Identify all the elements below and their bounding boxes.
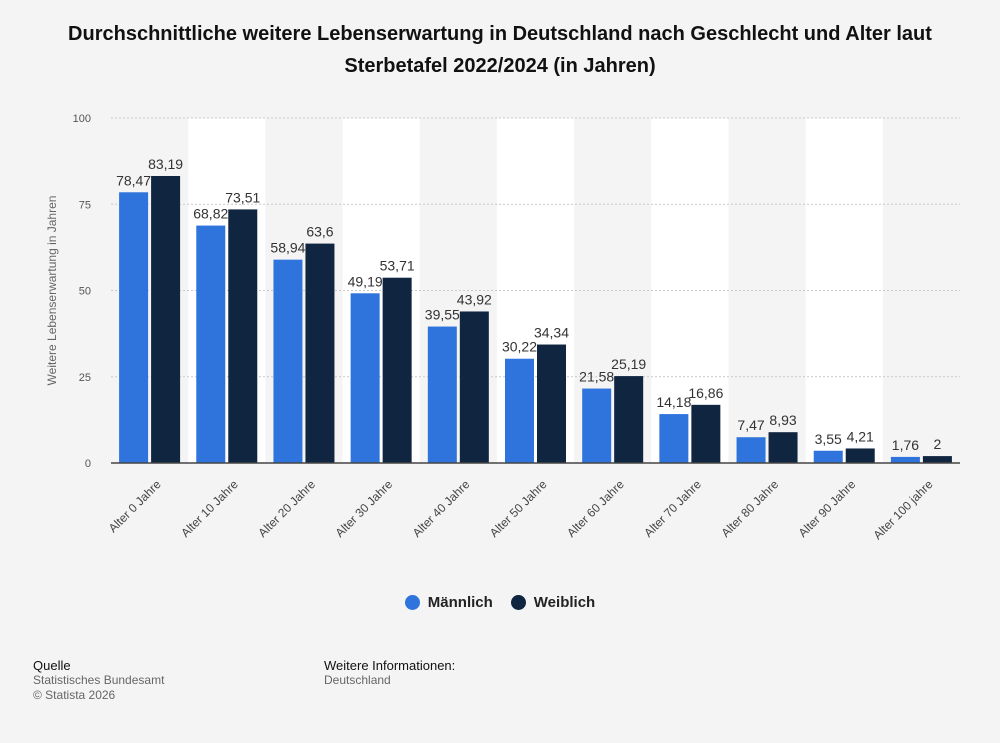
- bar-male: [350, 293, 380, 463]
- data-label-female: 34,34: [534, 325, 569, 341]
- bar-female: [228, 209, 258, 463]
- data-label-male: 21,58: [579, 369, 614, 385]
- y-tick-label: 100: [73, 113, 91, 125]
- y-tick-label: 75: [79, 199, 91, 211]
- source-line: Statistisches Bundesamt: [33, 673, 165, 687]
- x-tick-label: Alter 0 Jahre: [106, 477, 164, 535]
- bar-female: [614, 376, 644, 463]
- data-label-female: 16,86: [688, 385, 723, 401]
- x-tick-label: Alter 40 Jahre: [410, 477, 473, 540]
- data-label-male: 7,47: [737, 417, 764, 433]
- x-tick-label: Alter 20 Jahre: [255, 477, 318, 540]
- bar-male: [582, 388, 612, 463]
- bar-female: [382, 277, 412, 463]
- x-tick-label: Alter 60 Jahre: [564, 477, 627, 540]
- y-axis-title: Weitere Lebenserwartung in Jahren: [45, 196, 59, 386]
- legend: Männlich Weiblich: [0, 594, 1000, 611]
- bar-male: [813, 450, 843, 463]
- y-tick-label: 25: [79, 372, 91, 384]
- data-label-female: 25,19: [611, 356, 646, 372]
- legend-label-male: Männlich: [427, 594, 493, 611]
- x-tick-label: Alter 80 Jahre: [718, 477, 781, 540]
- bar-male: [659, 414, 689, 463]
- bar-male: [890, 456, 920, 463]
- bar-female: [459, 311, 489, 463]
- x-tick-label: Alter 70 Jahre: [641, 477, 704, 540]
- bar-female: [537, 344, 566, 463]
- data-label-male: 3,55: [815, 431, 842, 447]
- legend-item-female[interactable]: Weiblich: [510, 594, 596, 611]
- bar-chart: 0 25 50 75 100 Weitere Lebenserwartung in Jah…: [45, 113, 960, 542]
- bar-female: [768, 432, 798, 463]
- data-label-female: 2: [934, 436, 942, 452]
- source-heading: Quelle: [33, 658, 71, 673]
- data-label-male: 58,94: [270, 240, 305, 256]
- x-tick-label: Alter 30 Jahre: [333, 477, 396, 540]
- data-label-male: 14,18: [656, 394, 691, 410]
- data-label-male: 78,47: [116, 172, 151, 188]
- chart-title: Durchschnittliche weitere Lebenserwartun…: [68, 23, 932, 77]
- data-label-male: 1,76: [892, 437, 919, 453]
- bar-male: [427, 326, 457, 463]
- data-label-male: 49,19: [348, 273, 383, 289]
- y-tick-label: 0: [85, 458, 91, 470]
- bar-male: [196, 225, 226, 463]
- data-label-male: 30,22: [502, 339, 537, 355]
- data-label-female: 63,6: [306, 224, 333, 240]
- data-label-female: 53,71: [380, 258, 415, 274]
- data-label-male: 68,82: [193, 206, 228, 222]
- bar-male: [119, 192, 149, 463]
- legend-marker-male: [404, 595, 420, 610]
- x-tick-label: Alter 90 Jahre: [796, 477, 859, 540]
- bar-female: [922, 456, 952, 463]
- legend-marker-female: [510, 595, 526, 610]
- info-heading: Weitere Informationen:: [324, 658, 456, 673]
- legend-item-male[interactable]: Männlich: [404, 594, 493, 611]
- bar-male: [736, 437, 766, 463]
- info-block: Weitere Informationen: Deutschland: [324, 658, 455, 688]
- data-label-female: 4,21: [847, 428, 874, 444]
- x-tick-label: Alter 100 jahre: [870, 477, 935, 542]
- bar-female: [305, 243, 335, 463]
- copyright-line: © Statista 2026: [33, 688, 116, 702]
- data-label-female: 8,93: [769, 412, 796, 428]
- x-tick-label: Alter 10 Jahre: [178, 477, 241, 540]
- bar-male: [273, 259, 303, 463]
- data-label-female: 83,19: [148, 156, 183, 172]
- bar-female: [151, 175, 181, 463]
- bar-female: [691, 404, 721, 463]
- data-label-male: 39,55: [425, 307, 460, 323]
- bar-male: [505, 358, 534, 463]
- source-block: Quelle Statistisches Bundesamt © Statist…: [33, 658, 164, 703]
- data-label-female: 43,92: [457, 291, 492, 307]
- x-tick-label: Alter 50 Jahre: [487, 477, 550, 540]
- data-label-female: 73,51: [225, 189, 260, 205]
- bar-female: [845, 448, 875, 463]
- y-tick-label: 50: [79, 286, 91, 298]
- info-line: Deutschland: [324, 673, 391, 687]
- legend-label-female: Weiblich: [533, 594, 596, 611]
